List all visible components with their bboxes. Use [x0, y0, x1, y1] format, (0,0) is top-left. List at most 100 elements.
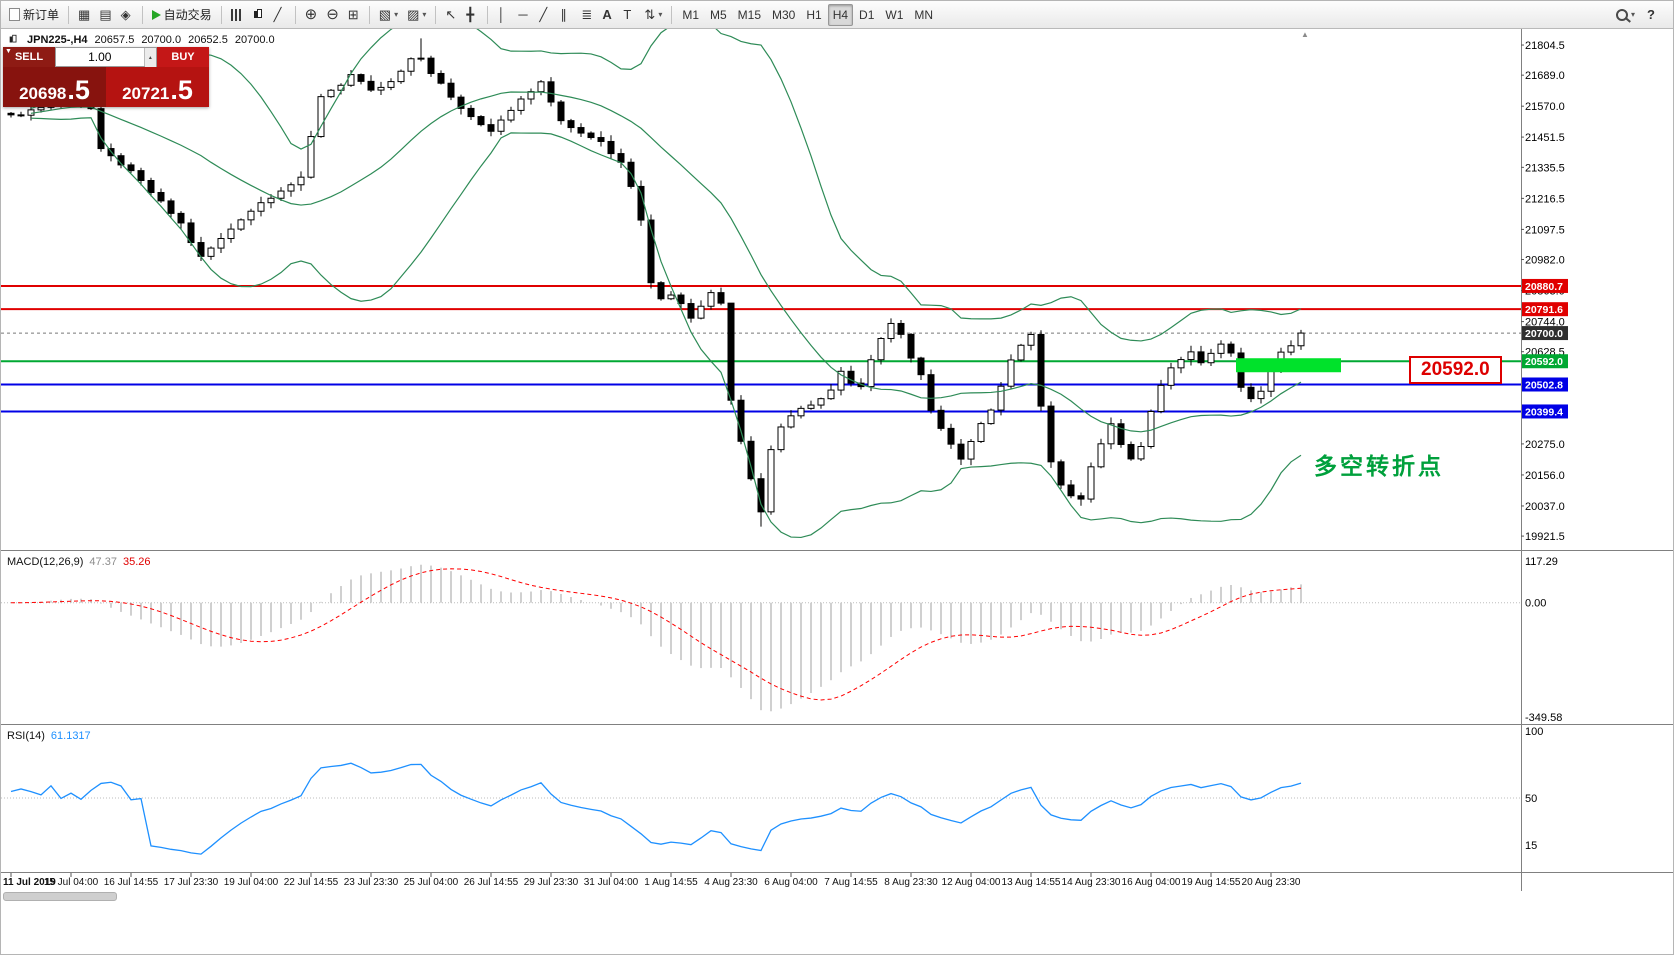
timeframe-w1-button-label: W1 [885, 7, 904, 22]
time-axis-label: 12 Aug 04:00 [941, 877, 1001, 888]
toolbar-separator [220, 5, 222, 24]
timeframe-d1-button[interactable]: D1 [854, 4, 879, 26]
toolbar-separator [487, 5, 489, 24]
svg-text:21570.0: 21570.0 [1525, 101, 1565, 113]
autotrading-button[interactable]: 自动交易 [148, 4, 216, 26]
svg-text:0.00: 0.00 [1525, 598, 1546, 610]
time-axis-label: 13 Aug 14:55 [1001, 877, 1061, 888]
buy-price-suffix: .5 [170, 75, 193, 106]
toolbar-separator [68, 5, 70, 24]
toolbar-separator [435, 5, 437, 24]
one-click-trading-panel: SELL BUY 20698 .5 20721 .5 [3, 47, 209, 107]
time-axis-label: 8 Aug 23:30 [884, 877, 938, 888]
navigator-button[interactable]: ◈ [117, 4, 137, 26]
svg-text:19921.5: 19921.5 [1525, 531, 1565, 543]
time-axis-label: 19 Jul 04:00 [223, 877, 279, 888]
market-watch-button[interactable]: ▦ [74, 4, 94, 26]
timeframe-m30-button-label: M30 [772, 7, 796, 22]
time-axis-label: 22 Jul 14:55 [283, 877, 339, 888]
zoom-in-button[interactable]: ⊕ [301, 4, 322, 26]
time-axis-label: 26 Jul 14:55 [463, 877, 519, 888]
buy-button[interactable]: BUY [157, 47, 209, 67]
timeframe-h4-button-label: H4 [832, 7, 849, 22]
ohlc-low: 20652.5 [188, 33, 228, 46]
sell-button[interactable]: SELL [3, 47, 55, 67]
macd-header: MACD(12,26,9) 47.37 35.26 [7, 556, 150, 568]
dropdown-caret-icon: ▾ [422, 10, 427, 19]
tile-windows-button[interactable]: ⊞ [344, 4, 364, 26]
svg-text:20592.0: 20592.0 [1525, 356, 1563, 368]
bars-chart-button[interactable] [227, 4, 247, 26]
rsi-value: 61.1317 [50, 730, 91, 742]
toolbar-separator [294, 5, 296, 24]
turning-point-annotation: 多空转折点 [1314, 453, 1444, 479]
time-axis-label: 11 Jul 2019 [3, 877, 56, 888]
time-axis-label: 17 Jul 23:30 [163, 877, 219, 888]
timeframe-w1-button[interactable]: W1 [880, 4, 908, 26]
svg-text:20744.0: 20744.0 [1525, 317, 1565, 329]
text-label-button[interactable]: T [619, 4, 639, 26]
macd-signal-value: 35.26 [122, 556, 151, 568]
equidistant-channel-button[interactable]: ∥ [556, 4, 576, 26]
time-axis-label: 14 Aug 23:30 [1061, 877, 1121, 888]
dropdown-caret-icon: ▾ [394, 10, 399, 19]
ohlc-open: 20657.5 [94, 33, 135, 46]
arrows-button[interactable]: ⇅ ▾ [640, 4, 666, 26]
buy-price-prefix: 20721 [122, 84, 170, 103]
buy-price[interactable]: 20721 .5 [106, 67, 209, 107]
zoom-out-button[interactable]: ⊖ [322, 4, 343, 26]
time-axis-label: 16 Jul 14:55 [103, 877, 159, 888]
timeframe-mn-button[interactable]: MN [909, 4, 938, 26]
svg-text:20880.7: 20880.7 [1525, 281, 1563, 293]
candlestick-chart-button[interactable] [248, 4, 269, 26]
search-button[interactable]: ▾ [1612, 4, 1639, 26]
time-axis-label: 1 Aug 14:55 [644, 877, 698, 888]
timeframe-m15-button[interactable]: M15 [733, 4, 766, 26]
timeframe-m15-button-label: M15 [737, 7, 762, 22]
svg-text:20791.6: 20791.6 [1525, 304, 1563, 316]
svg-text:20982.0: 20982.0 [1525, 255, 1565, 267]
dropdown-caret-icon: ▾ [658, 10, 663, 19]
help-button[interactable]: ? [1643, 4, 1663, 26]
line-chart-button[interactable]: ╱ [270, 4, 290, 26]
timeframe-m30-button[interactable]: M30 [767, 4, 800, 26]
timeframe-m1-button[interactable]: M1 [677, 4, 704, 26]
timeframe-mn-button-label: MN [914, 7, 934, 22]
new-chart-button[interactable]: ▧ ▾ [375, 4, 402, 26]
text-button[interactable]: A [598, 4, 618, 26]
trendline-button[interactable]: ╱ [535, 4, 555, 26]
crosshair-button[interactable]: ╋ [462, 4, 482, 26]
volume-up-button[interactable] [144, 48, 156, 62]
timeframe-m1-button-label: M1 [682, 7, 699, 22]
timeframe-m5-button[interactable]: M5 [705, 4, 732, 26]
new-order-button-label: 新订单 [23, 8, 60, 22]
svg-text:20037.0: 20037.0 [1525, 501, 1565, 513]
data-window-button[interactable]: ▤ [95, 4, 115, 26]
vertical-line-button[interactable]: │ [493, 4, 513, 26]
time-axis-label: 16 Aug 04:00 [1121, 877, 1181, 888]
toolbar-separator [141, 5, 143, 24]
one-click-collapse-button[interactable] [5, 48, 12, 55]
svg-text:21804.5: 21804.5 [1525, 40, 1565, 52]
horizontal-line-button[interactable]: ─ [514, 4, 534, 26]
fibonacci-button[interactable]: ≣ [577, 4, 597, 26]
timeframe-h4-button[interactable]: H4 [827, 3, 854, 26]
time-axis-label: 19 Aug 14:55 [1181, 877, 1241, 888]
cursor-button[interactable]: ↖ [441, 4, 461, 26]
new-order-button[interactable]: 新订单 [5, 4, 63, 26]
ohlc-close: 20700.0 [234, 33, 275, 46]
svg-text:21451.5: 21451.5 [1525, 132, 1565, 144]
volume-input[interactable] [56, 48, 144, 66]
sell-price[interactable]: 20698 .5 [3, 67, 106, 107]
sell-price-prefix: 20698 [19, 84, 67, 103]
svg-text:21216.5: 21216.5 [1525, 193, 1565, 205]
dropdown-caret-icon: ▾ [1630, 10, 1635, 19]
profiles-button[interactable]: ▨ ▾ [403, 4, 430, 26]
svg-text:100: 100 [1525, 726, 1543, 738]
time-axis[interactable]: 11 Jul 2019 15 Jul 04:00 16 Jul 14:55 17 Ju… [1, 875, 1521, 891]
timeframe-h1-button[interactable]: H1 [801, 4, 826, 26]
macd-name: MACD(12,26,9) [7, 556, 84, 568]
horizontal-scrollbar-thumb[interactable] [3, 892, 117, 901]
